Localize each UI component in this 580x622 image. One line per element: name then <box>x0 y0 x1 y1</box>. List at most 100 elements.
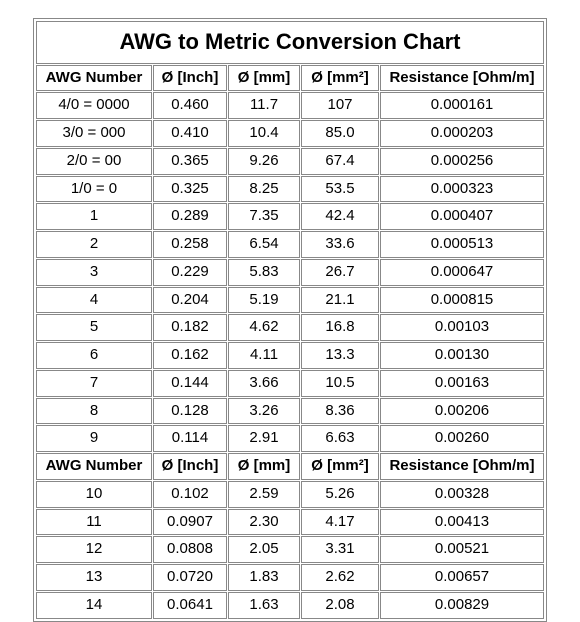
cell-awg: 3/0 = 000 <box>36 120 152 147</box>
cell-mm: 3.26 <box>228 398 300 425</box>
cell-res: 0.000513 <box>380 231 544 258</box>
cell-inch: 0.229 <box>153 259 227 286</box>
cell-inch: 0.289 <box>153 203 227 230</box>
cell-inch: 0.114 <box>153 425 227 452</box>
cell-mm: 6.54 <box>228 231 300 258</box>
cell-awg: 3 <box>36 259 152 286</box>
cell-mm: 11.7 <box>228 92 300 119</box>
cell-inch: 0.128 <box>153 398 227 425</box>
cell-mm2: 5.26 <box>301 481 379 508</box>
header-res: Resistance [Ohm/m] <box>380 453 544 480</box>
table-row: 90.1142.916.630.00260 <box>36 425 544 452</box>
header-mm: Ø [mm] <box>228 65 300 92</box>
cell-res: 0.00413 <box>380 509 544 536</box>
cell-res: 0.00328 <box>380 481 544 508</box>
cell-mm2: 2.08 <box>301 592 379 619</box>
table-row: 40.2045.1921.10.000815 <box>36 287 544 314</box>
cell-mm: 2.05 <box>228 536 300 563</box>
cell-mm: 5.19 <box>228 287 300 314</box>
cell-mm2: 16.8 <box>301 314 379 341</box>
cell-res: 0.000815 <box>380 287 544 314</box>
cell-awg: 10 <box>36 481 152 508</box>
header-row-1: AWG Number Ø [Inch] Ø [mm] Ø [mm²] Resis… <box>36 65 544 92</box>
cell-inch: 0.325 <box>153 176 227 203</box>
cell-res: 0.00657 <box>380 564 544 591</box>
cell-res: 0.000256 <box>380 148 544 175</box>
cell-mm: 3.66 <box>228 370 300 397</box>
cell-awg: 6 <box>36 342 152 369</box>
cell-mm2: 53.5 <box>301 176 379 203</box>
cell-res: 0.000161 <box>380 92 544 119</box>
cell-awg: 12 <box>36 536 152 563</box>
cell-awg: 14 <box>36 592 152 619</box>
table-row: 1/0 = 00.3258.2553.50.000323 <box>36 176 544 203</box>
cell-awg: 11 <box>36 509 152 536</box>
cell-inch: 0.102 <box>153 481 227 508</box>
cell-inch: 0.0720 <box>153 564 227 591</box>
header-awg: AWG Number <box>36 453 152 480</box>
cell-mm: 2.91 <box>228 425 300 452</box>
cell-res: 0.00130 <box>380 342 544 369</box>
header-mm: Ø [mm] <box>228 453 300 480</box>
cell-awg: 8 <box>36 398 152 425</box>
cell-awg: 9 <box>36 425 152 452</box>
cell-awg: 5 <box>36 314 152 341</box>
cell-inch: 0.182 <box>153 314 227 341</box>
cell-mm: 2.30 <box>228 509 300 536</box>
table-row: 70.1443.6610.50.00163 <box>36 370 544 397</box>
cell-mm: 7.35 <box>228 203 300 230</box>
cell-awg: 1 <box>36 203 152 230</box>
cell-awg: 4/0 = 0000 <box>36 92 152 119</box>
cell-mm: 5.83 <box>228 259 300 286</box>
cell-res: 0.000407 <box>380 203 544 230</box>
cell-mm2: 67.4 <box>301 148 379 175</box>
cell-inch: 0.0641 <box>153 592 227 619</box>
cell-res: 0.00163 <box>380 370 544 397</box>
cell-awg: 7 <box>36 370 152 397</box>
cell-inch: 0.365 <box>153 148 227 175</box>
cell-mm: 1.83 <box>228 564 300 591</box>
conversion-table: AWG to Metric Conversion Chart AWG Numbe… <box>35 20 545 620</box>
cell-mm2: 3.31 <box>301 536 379 563</box>
cell-inch: 0.0907 <box>153 509 227 536</box>
cell-mm2: 33.6 <box>301 231 379 258</box>
cell-mm: 1.63 <box>228 592 300 619</box>
cell-res: 0.00521 <box>380 536 544 563</box>
header-res: Resistance [Ohm/m] <box>380 65 544 92</box>
table-row: 4/0 = 00000.46011.71070.000161 <box>36 92 544 119</box>
cell-inch: 0.410 <box>153 120 227 147</box>
cell-inch: 0.144 <box>153 370 227 397</box>
cell-mm2: 85.0 <box>301 120 379 147</box>
table-title: AWG to Metric Conversion Chart <box>36 21 544 64</box>
cell-mm: 9.26 <box>228 148 300 175</box>
table-row: 60.1624.1113.30.00130 <box>36 342 544 369</box>
cell-mm2: 13.3 <box>301 342 379 369</box>
cell-mm2: 10.5 <box>301 370 379 397</box>
cell-mm2: 42.4 <box>301 203 379 230</box>
cell-mm: 4.62 <box>228 314 300 341</box>
table-row: 2/0 = 000.3659.2667.40.000256 <box>36 148 544 175</box>
cell-mm: 4.11 <box>228 342 300 369</box>
cell-mm2: 2.62 <box>301 564 379 591</box>
cell-res: 0.00829 <box>380 592 544 619</box>
header-inch: Ø [Inch] <box>153 453 227 480</box>
cell-res: 0.000203 <box>380 120 544 147</box>
table-row: 10.2897.3542.40.000407 <box>36 203 544 230</box>
cell-awg: 2/0 = 00 <box>36 148 152 175</box>
cell-awg: 2 <box>36 231 152 258</box>
cell-mm: 8.25 <box>228 176 300 203</box>
cell-res: 0.00103 <box>380 314 544 341</box>
table-row: 110.09072.304.170.00413 <box>36 509 544 536</box>
cell-res: 0.00260 <box>380 425 544 452</box>
table-row: 20.2586.5433.60.000513 <box>36 231 544 258</box>
header-mm2: Ø [mm²] <box>301 65 379 92</box>
cell-awg: 4 <box>36 287 152 314</box>
cell-awg: 13 <box>36 564 152 591</box>
cell-res: 0.00206 <box>380 398 544 425</box>
cell-mm2: 6.63 <box>301 425 379 452</box>
table-row: 30.2295.8326.70.000647 <box>36 259 544 286</box>
cell-inch: 0.258 <box>153 231 227 258</box>
cell-mm2: 26.7 <box>301 259 379 286</box>
header-awg: AWG Number <box>36 65 152 92</box>
table-row: 50.1824.6216.80.00103 <box>36 314 544 341</box>
